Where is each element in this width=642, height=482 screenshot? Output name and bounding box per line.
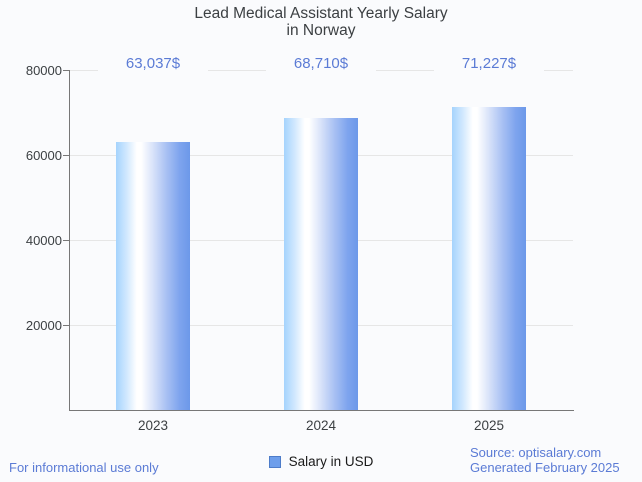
chart-title-line1: Lead Medical Assistant Yearly Salary <box>194 5 448 22</box>
bar-2023 <box>116 142 190 410</box>
y-axis-line <box>69 70 70 410</box>
y-axis-tick <box>63 155 69 156</box>
disclaimer-text: For informational use only <box>9 460 159 475</box>
bar-value-label: 63,037$ <box>98 55 208 72</box>
bar-2024 <box>284 117 358 410</box>
legend: Salary in USD <box>0 454 642 469</box>
source-link[interactable]: Source: optisalary.com <box>470 445 602 460</box>
y-axis-label: 60000 <box>25 148 62 163</box>
x-axis-label: 2024 <box>305 418 337 433</box>
chart-title: Lead Medical Assistant Yearly Salary in … <box>0 5 642 39</box>
y-axis-label: 20000 <box>25 318 62 333</box>
x-axis-label: 2023 <box>137 418 169 433</box>
bar-value-label: 68,710$ <box>266 55 376 72</box>
y-axis-label: 40000 <box>25 233 62 248</box>
chart-title-line2: in Norway <box>286 22 356 39</box>
generated-date: Generated February 2025 <box>470 460 620 475</box>
bar-2025 <box>452 107 526 410</box>
legend-swatch <box>268 455 281 468</box>
bar-value-label: 71,227$ <box>434 55 544 72</box>
source-block: Source: optisalary.com Generated Februar… <box>470 445 620 475</box>
x-axis-label: 2025 <box>473 418 505 433</box>
y-axis-tick <box>63 325 69 326</box>
x-axis-line <box>69 410 574 411</box>
y-axis-tick <box>63 240 69 241</box>
y-axis-tick <box>63 70 69 71</box>
y-axis-label: 80000 <box>25 63 62 78</box>
legend-label: Salary in USD <box>288 454 374 469</box>
